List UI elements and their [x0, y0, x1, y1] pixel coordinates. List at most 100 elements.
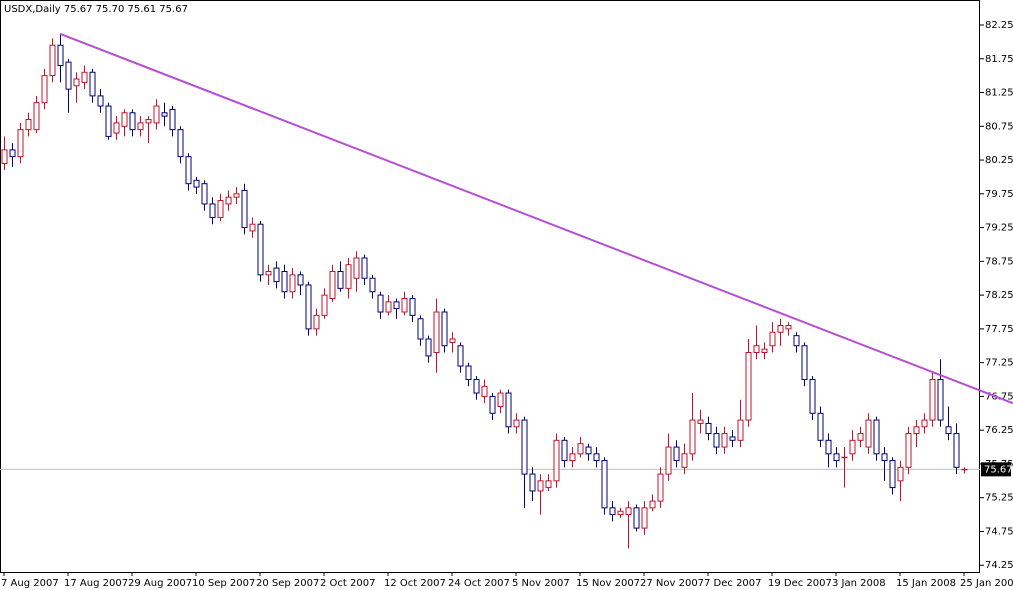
candle-body	[217, 200, 224, 218]
candle-body	[185, 156, 192, 185]
candle-body	[889, 460, 896, 489]
candle-body	[865, 419, 872, 448]
candle-body	[753, 345, 760, 354]
candle-body	[377, 294, 384, 313]
candle-body	[113, 122, 120, 134]
y-tick-label: 79.75	[985, 189, 1013, 200]
candle-body	[257, 223, 264, 276]
candle-body	[289, 274, 296, 293]
candle-body	[817, 412, 824, 441]
candle-body	[521, 419, 528, 475]
candle-body	[441, 311, 448, 347]
x-tick-label: 29 Aug 2007	[128, 578, 192, 589]
x-tick-label: 25 Jan 2008	[960, 578, 1013, 589]
candle-body	[1, 149, 8, 164]
plot-frame	[0, 0, 980, 573]
candle-body	[489, 395, 496, 414]
candle-body	[937, 379, 944, 421]
candle-body	[553, 439, 560, 482]
candle-body	[353, 257, 360, 279]
candle-body	[657, 473, 664, 502]
y-tick-label: 78.75	[985, 256, 1013, 267]
candle-body	[561, 439, 568, 462]
candle-body	[81, 71, 88, 83]
candle-body	[777, 325, 784, 333]
chart-title: USDX,Daily 75.67 75.70 75.61 75.67	[4, 4, 188, 15]
x-tick-label: 7 Dec 2007	[704, 578, 762, 589]
candle-body	[945, 426, 952, 435]
candle-body	[761, 348, 768, 354]
x-tick-label: 12 Oct 2007	[384, 578, 446, 589]
candle-body	[577, 443, 584, 455]
candle-body	[537, 480, 544, 492]
candle-body	[849, 439, 856, 455]
candle-body	[57, 44, 64, 67]
candle-body	[233, 193, 240, 198]
candle-body	[913, 426, 920, 435]
candle-body	[961, 468, 968, 471]
x-tick-label: 15 Jan 2008	[896, 578, 956, 589]
y-tick-label: 80.75	[985, 121, 1013, 132]
x-tick-label: 19 Dec 2007	[768, 578, 832, 589]
candle-body	[497, 392, 504, 408]
candle-body	[329, 270, 336, 299]
candle-body	[201, 183, 208, 205]
x-tick-label: 20 Sep 2007	[256, 578, 319, 589]
last-price-box	[981, 462, 1011, 477]
candle-body	[529, 473, 536, 492]
candle-body	[905, 433, 912, 468]
candle-body	[721, 433, 728, 448]
candle-body	[265, 270, 272, 276]
x-tick-label: 24 Oct 2007	[448, 578, 510, 589]
candle-body	[825, 439, 832, 455]
candle-body	[401, 297, 408, 313]
candle-body	[545, 480, 552, 489]
candle-body	[833, 453, 840, 462]
candle-body	[625, 507, 632, 516]
candle-body	[617, 510, 624, 516]
candle-body	[697, 419, 704, 424]
candle-body	[249, 223, 256, 232]
y-tick-label: 81.75	[985, 54, 1013, 65]
candle-body	[209, 203, 216, 218]
candle-body	[33, 102, 40, 131]
candle-body	[881, 453, 888, 462]
candle-body	[481, 385, 488, 397]
y-tick-label: 80.25	[985, 155, 1013, 166]
candle-body	[737, 419, 744, 441]
candle-body	[161, 112, 168, 117]
candle-body	[425, 338, 432, 357]
candle-body	[321, 294, 328, 316]
candle-body	[857, 433, 864, 441]
x-tick-label: 7 Aug 2007	[1, 578, 59, 589]
candle-body	[769, 331, 776, 347]
y-tick-label: 78.25	[985, 290, 1013, 301]
candle-body	[633, 507, 640, 529]
trendline	[59, 32, 1013, 405]
candle-body	[89, 71, 96, 97]
x-tick-label: 15 Nov 2007	[576, 578, 640, 589]
x-tick-label: 17 Aug 2007	[64, 578, 128, 589]
candle-body	[153, 105, 160, 124]
x-tick-label: 2 Oct 2007	[320, 578, 375, 589]
y-tick-label: 75.25	[985, 493, 1013, 504]
candle-body	[449, 338, 456, 343]
candle-body	[305, 284, 312, 330]
y-tick-label: 79.25	[985, 223, 1013, 234]
y-tick-label: 76.25	[985, 425, 1013, 436]
candle-body	[873, 419, 880, 455]
candle-body	[25, 119, 32, 131]
candle-body	[17, 129, 24, 158]
y-tick-label: 82.25	[985, 20, 1013, 31]
candle-body	[921, 419, 928, 428]
last-price-label: 75.67	[984, 464, 1013, 475]
candle-body	[665, 446, 672, 475]
candle-body	[809, 379, 816, 414]
candle-body	[169, 108, 176, 131]
candle-body	[457, 345, 464, 367]
candle-body	[97, 95, 104, 107]
x-tick-label: 27 Nov 2007	[640, 578, 704, 589]
x-tick-label: 3 Jan 2008	[832, 578, 886, 589]
candle-body	[793, 335, 800, 347]
